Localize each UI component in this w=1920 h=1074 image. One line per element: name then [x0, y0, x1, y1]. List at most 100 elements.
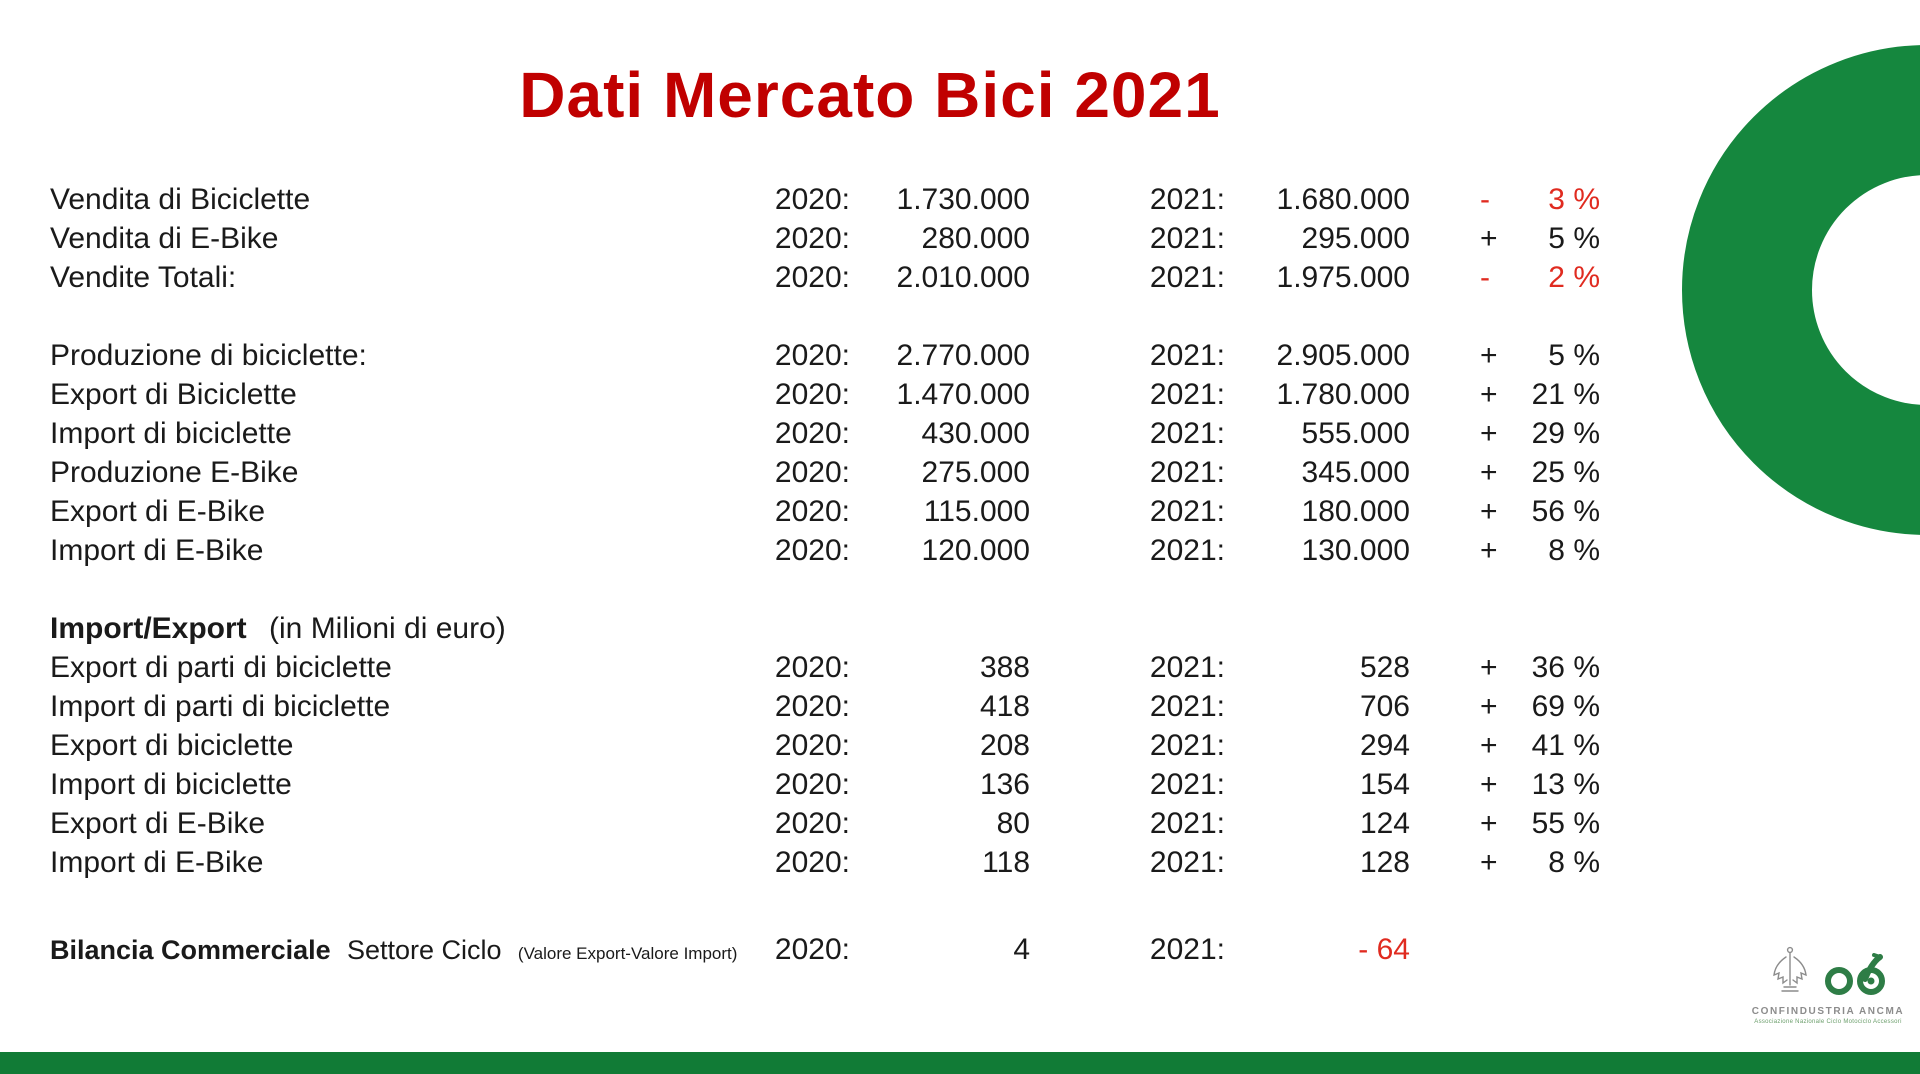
pct-change: + 21 % — [1480, 375, 1600, 414]
row-label: Vendita di Biciclette — [50, 183, 311, 216]
year-2021-label: 2021: — [1149, 495, 1225, 528]
pct-value: 13 % — [1531, 768, 1600, 801]
value-2020: 115.000 — [923, 495, 1030, 528]
pct-change: + 36 % — [1480, 648, 1600, 687]
year-2021-label: 2021: — [1149, 534, 1225, 567]
row-export-di-e-bike-valore: Export di E-Bike 2020: 80 2021: 124 + 55… — [50, 804, 1600, 843]
row-export-di-parti-di-biciclette: Export di parti di biciclette 2020: 388 … — [50, 648, 1600, 687]
pct-change: + 69 % — [1480, 687, 1600, 726]
section-import-export-valore: Import/Export (in Milioni di euro) Expor… — [50, 609, 1600, 882]
year-2020-label: 2020: — [774, 495, 850, 528]
section-produzione: Produzione di biciclette: 2020: 2.770.00… — [50, 336, 1600, 570]
year-2020-label: 2020: — [774, 933, 850, 966]
bilancia-label-small: (Valore Export-Valore Import) — [517, 944, 738, 963]
row-label: Vendite Totali: — [50, 261, 237, 294]
pct-change: + 56 % — [1480, 492, 1600, 531]
year-2021-label: 2021: — [1149, 378, 1225, 411]
value-2021: 345.000 — [1301, 456, 1410, 489]
pct-value: 25 % — [1531, 456, 1600, 489]
value-2021: 555.000 — [1301, 417, 1410, 450]
value-2020: 430.000 — [921, 417, 1030, 450]
value-2021: 128 — [1359, 846, 1410, 879]
pct-change: + 25 % — [1480, 453, 1600, 492]
row-label: Import di E-Bike — [50, 846, 264, 879]
page-title: Dati Mercato Bici 2021 — [519, 59, 1221, 131]
pct-change: + 8 % — [1480, 843, 1600, 882]
bilancia-label-regular: Settore Ciclo — [346, 935, 502, 965]
pct-change: + 41 % — [1480, 726, 1600, 765]
value-2020: 2.770.000 — [896, 339, 1030, 372]
pct-value: 36 % — [1531, 651, 1600, 684]
row-label: Import di biciclette — [50, 768, 292, 801]
pct-value: 41 % — [1531, 729, 1600, 762]
section-header-bold: Import/Export — [50, 612, 247, 645]
pct-value: 69 % — [1531, 690, 1600, 723]
pct-value: 29 % — [1531, 417, 1600, 450]
row-label: Export di biciclette — [50, 729, 294, 762]
row-bilancia-commerciale: Bilancia Commerciale Settore Ciclo (Valo… — [50, 930, 1600, 969]
value-2021: 124 — [1359, 807, 1410, 840]
pct-sign: + — [1480, 768, 1498, 801]
year-2021-label: 2021: — [1149, 222, 1225, 255]
year-2020-label: 2020: — [774, 183, 850, 216]
year-2020-label: 2020: — [774, 339, 850, 372]
row-vendita-di-e-bike: Vendita di E-Bike 2020: 280.000 2021: 29… — [50, 219, 1600, 258]
pct-sign: + — [1480, 846, 1498, 879]
row-import-export-header: Import/Export (in Milioni di euro) — [50, 609, 1600, 648]
row-label: Produzione di biciclette: — [50, 339, 367, 372]
pct-change: + 8 % — [1480, 531, 1600, 570]
pct-change: - 2 % — [1480, 258, 1600, 297]
section-vendite: Vendita di Biciclette 2020: 1.730.000 20… — [50, 180, 1600, 297]
value-2021: 1.780.000 — [1276, 378, 1410, 411]
row-label: Vendita di E-Bike — [50, 222, 279, 255]
value-2021: 294 — [1359, 729, 1410, 762]
year-2020-label: 2020: — [774, 378, 850, 411]
pct-value: 56 % — [1531, 495, 1600, 528]
value-2020: 118 — [982, 846, 1030, 879]
year-2020-label: 2020: — [774, 534, 850, 567]
pct-change: - 3 % — [1480, 180, 1600, 219]
year-2021-label: 2021: — [1149, 768, 1225, 801]
year-2020-label: 2020: — [774, 456, 850, 489]
pct-value: 3 % — [1548, 183, 1600, 216]
row-label: Export di E-Bike — [50, 495, 266, 528]
pct-sign: + — [1480, 651, 1498, 684]
pct-change: + 29 % — [1480, 414, 1600, 453]
row-export-di-biciclette-unita: Export di Biciclette 2020: 1.470.000 202… — [50, 375, 1600, 414]
pct-value: 55 % — [1531, 807, 1600, 840]
confindustria-eagle-icon — [1770, 945, 1810, 1000]
value-2021: 295.000 — [1301, 222, 1410, 255]
year-2020-label: 2020: — [774, 807, 850, 840]
pct-sign: + — [1480, 495, 1498, 528]
value-2020: 418 — [979, 690, 1030, 723]
value-2020: 120.000 — [921, 534, 1030, 567]
value-2020: 388 — [979, 651, 1030, 684]
bilancia-label-bold: Bilancia Commerciale — [50, 935, 331, 965]
year-2020-label: 2020: — [774, 417, 850, 450]
row-import-di-e-bike-valore: Import di E-Bike 2020: 118 2021: 128 + 8… — [50, 843, 1600, 882]
year-2020-label: 2020: — [774, 768, 850, 801]
pct-sign: + — [1480, 807, 1498, 840]
value-2020: 2.010.000 — [896, 261, 1030, 294]
value-2020: 1.730.000 — [896, 183, 1030, 216]
value-2020: 1.470.000 — [896, 378, 1030, 411]
year-2021-label: 2021: — [1149, 807, 1225, 840]
row-label: Import di E-Bike — [50, 534, 264, 567]
year-2021-label: 2021: — [1149, 339, 1225, 372]
pct-sign: + — [1480, 690, 1498, 723]
row-import-di-parti-di-biciclette: Import di parti di biciclette 2020: 418 … — [50, 687, 1600, 726]
value-2021: 706 — [1359, 690, 1410, 723]
row-label: Export di Biciclette — [50, 378, 297, 411]
row-produzione-di-biciclette: Produzione di biciclette: 2020: 2.770.00… — [50, 336, 1600, 375]
value-2020: 208 — [979, 729, 1030, 762]
pct-change: + 55 % — [1480, 804, 1600, 843]
logo-subtitle-text: Associazione Nazionale Ciclo Motociclo A… — [1754, 1019, 1902, 1025]
section-header-unit: (in Milioni di euro) — [269, 612, 506, 645]
pct-value: 2 % — [1548, 261, 1600, 294]
year-2021-label: 2021: — [1149, 183, 1225, 216]
year-2020-label: 2020: — [774, 222, 850, 255]
year-2020-label: 2020: — [774, 261, 850, 294]
row-export-di-e-bike-unita: Export di E-Bike 2020: 115.000 2021: 180… — [50, 492, 1600, 531]
pct-sign: + — [1480, 729, 1498, 762]
pct-value: 8 % — [1548, 846, 1600, 879]
